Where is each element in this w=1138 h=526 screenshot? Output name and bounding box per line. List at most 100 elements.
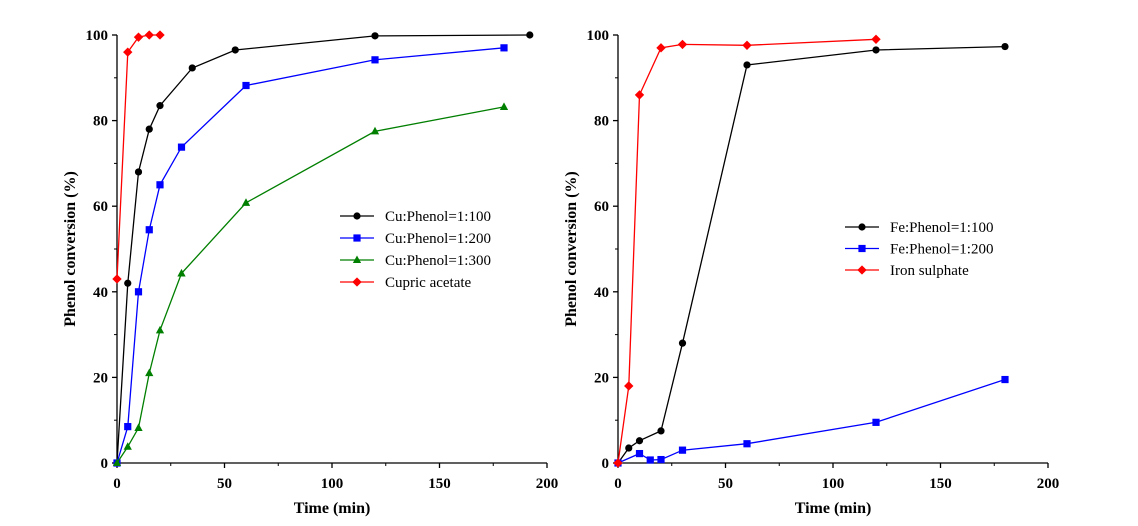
data-point <box>134 168 143 176</box>
x-tick-label: 100 <box>321 476 344 492</box>
series-4 <box>112 30 165 284</box>
legend-label: Cupric acetate <box>385 275 472 291</box>
data-point <box>613 458 623 468</box>
data-point <box>112 458 122 467</box>
y-tick-label: 20 <box>93 370 108 386</box>
data-point <box>646 456 654 464</box>
data-point <box>871 34 881 44</box>
y-tick-label: 0 <box>101 456 109 472</box>
data-point <box>155 325 165 334</box>
x-tick-label: 200 <box>1037 476 1060 492</box>
data-point <box>678 339 687 347</box>
data-point <box>123 442 132 450</box>
data-point <box>1001 375 1009 384</box>
data-point <box>370 126 380 135</box>
data-point <box>526 31 534 39</box>
data-point <box>625 444 633 452</box>
data-point <box>231 46 239 54</box>
series-2 <box>614 375 1009 467</box>
legend-label: Fe:Phenol=1:200 <box>890 242 993 258</box>
data-point <box>124 279 132 287</box>
x-tick-label: 0 <box>113 476 121 492</box>
data-point <box>124 423 132 431</box>
y-axis-title: Phenol conversion (%) <box>563 171 580 327</box>
y-tick-label: 60 <box>594 199 609 215</box>
y-tick-label: 40 <box>93 285 108 301</box>
data-point <box>177 268 186 277</box>
data-point <box>657 455 665 464</box>
data-point <box>134 288 143 296</box>
legend-label: Iron sulphate <box>890 263 969 279</box>
data-point <box>144 30 154 40</box>
y-tick-label: 100 <box>587 28 610 44</box>
y-tick-label: 20 <box>594 370 609 386</box>
chart-panel-2: 0 50 100 150 200 0 20 40 60 80 100 Time (min) Phenol… <box>563 28 1059 517</box>
legend-marker <box>352 277 362 287</box>
data-point <box>371 56 379 64</box>
data-point <box>123 47 133 57</box>
data-point <box>872 46 880 54</box>
x-tick-label: 150 <box>428 476 451 492</box>
data-point <box>677 39 688 50</box>
x-tick-label: 0 <box>614 476 622 492</box>
y-tick-label: 40 <box>594 285 609 301</box>
data-point <box>634 90 645 100</box>
data-point <box>743 61 751 69</box>
data-point <box>112 274 122 284</box>
legend-marker <box>353 234 361 242</box>
legend-label: Cu:Phenol=1:100 <box>385 209 491 225</box>
series-line <box>116 34 160 280</box>
y-tick-label: 100 <box>86 28 109 44</box>
y-tick-label: 0 <box>602 456 610 472</box>
data-point <box>145 125 153 133</box>
chart-panel-1: 0 50 100 150 200 0 20 40 60 80 100 Time (min) Phenol… <box>62 28 558 517</box>
x-tick-label: 50 <box>718 476 733 492</box>
x-tick-label: 200 <box>536 476 559 492</box>
data-point <box>742 40 752 50</box>
series-line <box>617 378 1006 464</box>
data-point <box>872 418 880 426</box>
series-2 <box>113 44 508 467</box>
series-line <box>617 38 877 464</box>
series-line <box>116 34 530 464</box>
y-tick-label: 80 <box>594 114 609 130</box>
x-tick-label: 100 <box>822 476 845 492</box>
data-point <box>145 226 153 234</box>
y-tick-label: 60 <box>93 199 108 215</box>
legend-label: Cu:Phenol=1:200 <box>385 231 491 247</box>
data-point <box>155 30 165 40</box>
legend-marker <box>857 265 867 275</box>
data-point <box>624 381 634 391</box>
legend-marker <box>353 212 361 220</box>
x-axis-title: Time (min) <box>795 500 872 517</box>
series-1 <box>113 31 534 467</box>
data-point <box>134 423 143 431</box>
data-point <box>133 32 144 42</box>
data-point <box>656 43 666 53</box>
y-axis-title: Phenol conversion (%) <box>62 171 79 327</box>
series-3 <box>613 34 881 468</box>
data-point <box>500 44 508 52</box>
legend-marker <box>352 255 362 264</box>
legend-label: Fe:Phenol=1:100 <box>890 220 993 236</box>
series-3 <box>112 102 509 467</box>
data-point <box>657 427 665 435</box>
legend-marker <box>858 244 866 253</box>
x-tick-label: 150 <box>929 476 952 492</box>
data-point <box>1001 42 1009 51</box>
data-point <box>177 143 186 151</box>
data-point <box>156 102 164 110</box>
data-point <box>188 64 196 72</box>
data-point <box>743 440 751 448</box>
data-point <box>242 81 250 90</box>
data-point <box>156 181 164 189</box>
data-point <box>371 32 379 40</box>
data-point <box>635 449 644 458</box>
x-axis-title: Time (min) <box>294 500 371 517</box>
legend-label: Cu:Phenol=1:300 <box>385 253 491 269</box>
data-point <box>145 368 154 377</box>
data-point <box>241 198 251 206</box>
legend-marker <box>858 223 866 231</box>
x-tick-label: 50 <box>217 476 232 492</box>
